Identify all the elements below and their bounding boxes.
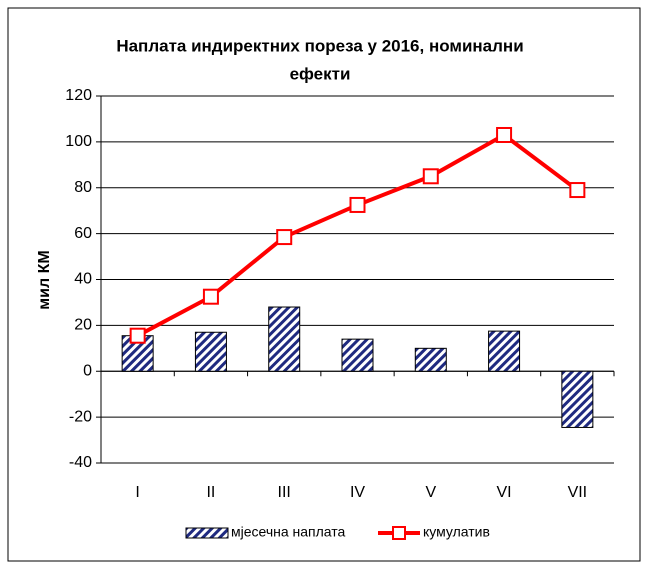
marker bbox=[276, 229, 293, 246]
chart-title: Наплата индиректних пореза у 2016, номин… bbox=[116, 36, 523, 55]
x-tick-label: VI bbox=[497, 484, 512, 501]
marker bbox=[202, 288, 219, 305]
marker bbox=[569, 182, 586, 199]
bar bbox=[488, 330, 521, 372]
marker bbox=[496, 126, 513, 143]
y-tick-label: -20 bbox=[69, 408, 92, 425]
x-tick-label: VII bbox=[568, 484, 588, 501]
marker bbox=[422, 168, 439, 185]
x-tick-label: IV bbox=[350, 484, 365, 501]
line bbox=[136, 132, 579, 338]
legend-label: мјесечна наплата bbox=[231, 524, 346, 540]
marker bbox=[349, 196, 366, 213]
bar bbox=[194, 331, 227, 372]
y-tick-label: 0 bbox=[83, 362, 92, 379]
legend-swatch bbox=[392, 526, 406, 540]
bar bbox=[341, 338, 374, 372]
y-tick-label: 100 bbox=[65, 133, 92, 150]
y-tick-label: 80 bbox=[74, 179, 92, 196]
marker bbox=[129, 327, 146, 344]
legend-label: кумулатив bbox=[423, 524, 490, 540]
x-tick-label: V bbox=[425, 484, 436, 501]
y-tick-label: 40 bbox=[74, 271, 92, 288]
x-tick-label: III bbox=[278, 484, 291, 501]
x-tick-label: I bbox=[135, 484, 139, 501]
y-tick-label: 120 bbox=[65, 87, 92, 104]
x-tick-label: II bbox=[206, 484, 215, 501]
bar bbox=[414, 347, 447, 372]
legend-swatch bbox=[185, 527, 229, 539]
bar bbox=[268, 306, 301, 372]
frame bbox=[7, 7, 641, 562]
y-tick-label: -40 bbox=[69, 454, 92, 471]
chart-title: ефекти bbox=[290, 64, 351, 83]
y-axis-label: мил КМ bbox=[36, 250, 53, 309]
bar bbox=[561, 370, 594, 428]
y-tick-label: 60 bbox=[74, 225, 92, 242]
y-tick-label: 20 bbox=[74, 317, 92, 334]
